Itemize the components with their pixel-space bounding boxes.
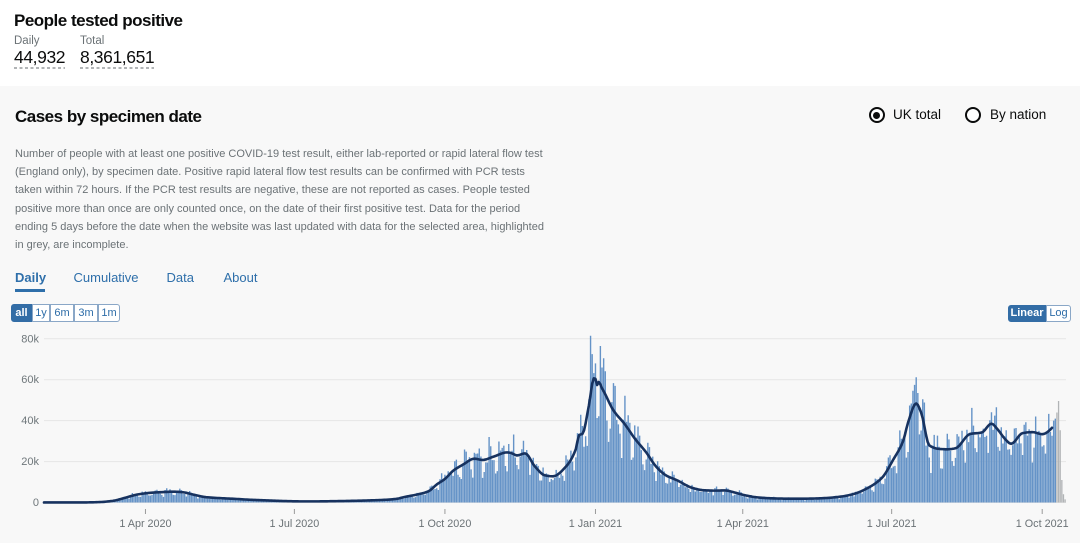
svg-text:1 Oct 2021: 1 Oct 2021 — [1016, 518, 1069, 530]
svg-text:1 Apr 2021: 1 Apr 2021 — [717, 518, 769, 530]
svg-text:1 Apr 2020: 1 Apr 2020 — [119, 518, 171, 530]
svg-text:20k: 20k — [21, 456, 39, 468]
svg-text:80k: 80k — [21, 333, 39, 345]
svg-text:1 Jan 2021: 1 Jan 2021 — [569, 518, 622, 530]
svg-text:60k: 60k — [21, 374, 39, 386]
svg-text:0: 0 — [33, 497, 39, 509]
svg-text:1 Jul 2021: 1 Jul 2021 — [867, 518, 917, 530]
svg-text:40k: 40k — [21, 415, 39, 427]
svg-text:1 Jul 2020: 1 Jul 2020 — [269, 518, 319, 530]
svg-text:1 Oct 2020: 1 Oct 2020 — [419, 518, 472, 530]
